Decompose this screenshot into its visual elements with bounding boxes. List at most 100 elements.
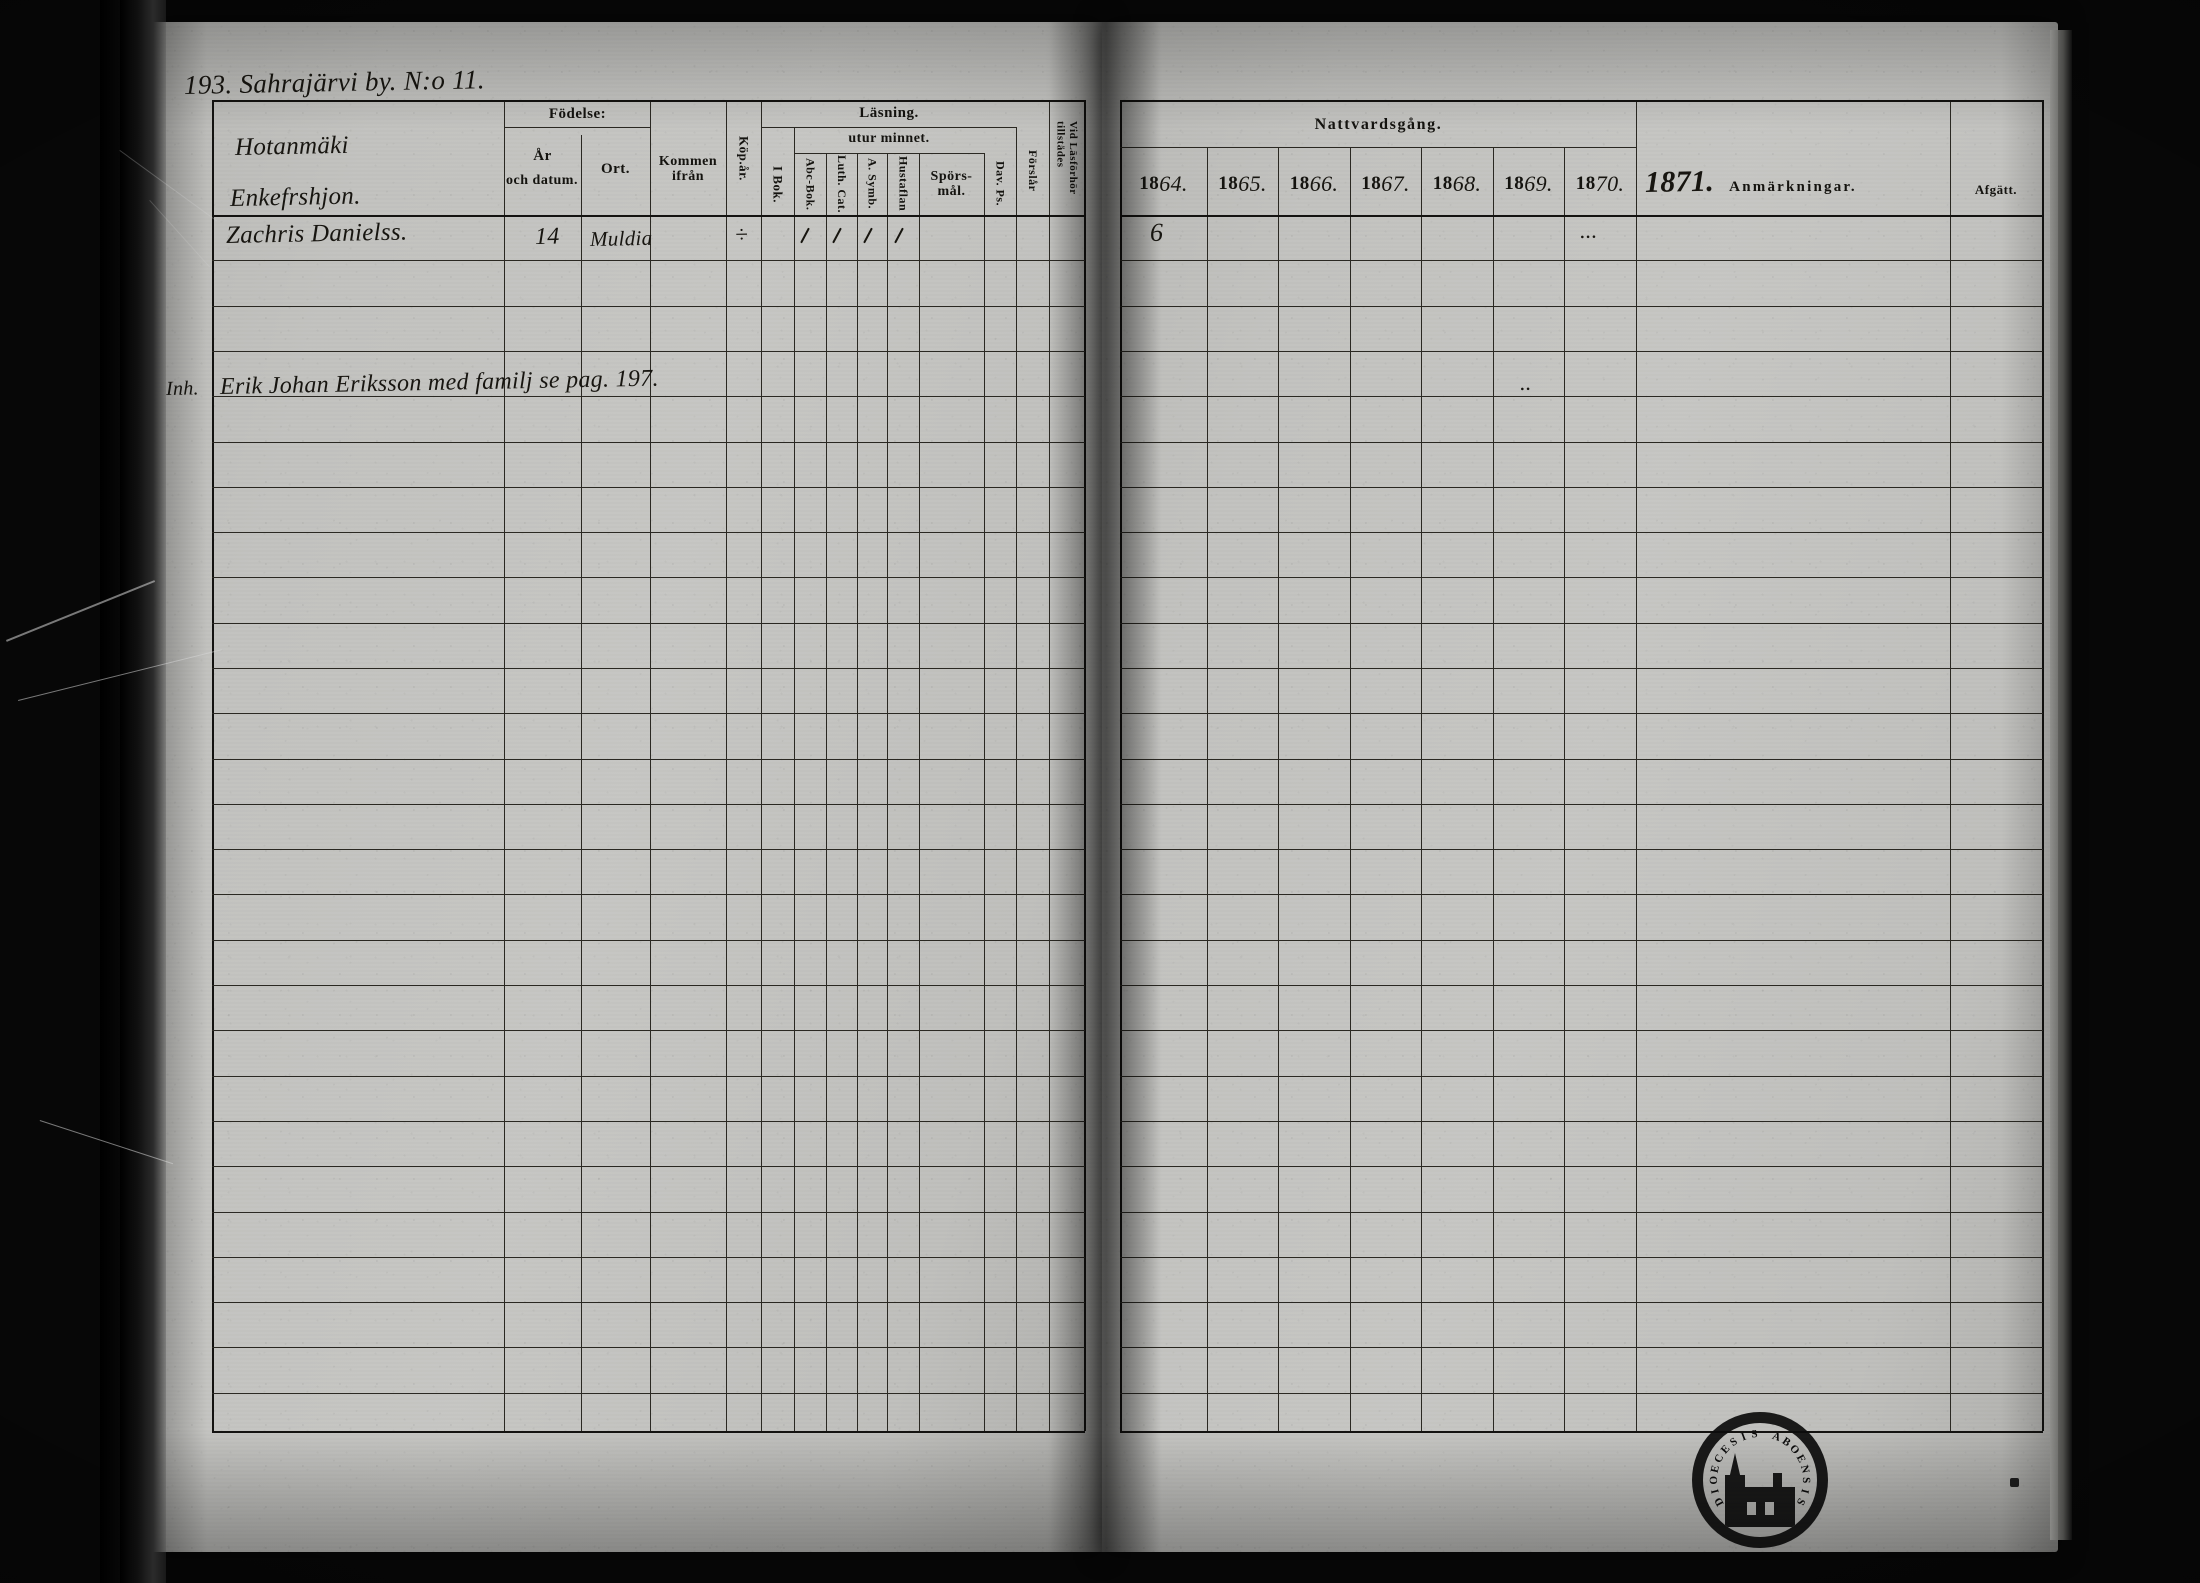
row-rule	[1120, 260, 2043, 261]
row-rule	[212, 396, 1085, 397]
communion-mark-1871-row1: ...	[1579, 217, 1598, 243]
row-rule	[212, 804, 1085, 805]
rule-v	[504, 100, 505, 1431]
row-rule	[1120, 1076, 2043, 1077]
year-prefix: 18	[1432, 173, 1453, 194]
archive-stamp-char: I	[1798, 1487, 1811, 1495]
header-utur-minnet: utur minnet.	[848, 131, 930, 146]
table-bottom-rule	[212, 1431, 1085, 1433]
row-rule	[1120, 623, 2043, 624]
header-sporsmal: Spörs- mål.	[919, 169, 984, 199]
year-digits: 64.	[1159, 171, 1188, 196]
row-rule	[1120, 759, 2043, 760]
row-rule	[1120, 1121, 2043, 1122]
archive-stamp-char: I	[1709, 1487, 1722, 1495]
stamp-church-chimney	[1773, 1473, 1782, 1491]
row-rule	[212, 1166, 1085, 1167]
row-rule	[1120, 1212, 2043, 1213]
open-book: 193. Sahrajärvi by. N:o 11. Hotanmäki En…	[150, 22, 2058, 1552]
rule-h	[794, 153, 984, 154]
year-cell-1866: 1866.	[1278, 169, 1350, 196]
tick-mark-hustaflan	[894, 227, 904, 244]
rule-v	[650, 100, 651, 1431]
row-rule	[212, 487, 1085, 488]
right-page: Nattvardsgång. Anmärkningar. Afgätt. 186…	[1102, 22, 2058, 1552]
paper-grain-right	[1102, 22, 2058, 1552]
entry-name: Zachris Danielss.	[225, 218, 408, 249]
header-fodelse-ar: År	[533, 148, 552, 164]
year-prefix: 18	[1575, 173, 1596, 194]
stamp-window	[1747, 1502, 1756, 1515]
row-rule	[212, 713, 1085, 714]
row-rule	[212, 1212, 1085, 1213]
archive-stamp-char: S	[1793, 1496, 1808, 1508]
row-rule	[1120, 396, 2043, 397]
entry-kop-ar-mark: ÷	[734, 221, 749, 247]
row-rule	[212, 668, 1085, 669]
header-afgatt: Afgätt.	[1974, 182, 2018, 197]
year-prefix: 18	[1361, 173, 1382, 194]
row-rule	[1120, 894, 2043, 895]
year-cell-1868: 1868.	[1421, 169, 1493, 196]
row-rule	[1120, 1030, 2043, 1031]
row-rule	[1120, 940, 2043, 941]
row-rule	[212, 442, 1085, 443]
year-prefix: 18	[1504, 173, 1525, 194]
year-digits: 68.	[1452, 171, 1482, 196]
header-kommen-ifran: Kommen ifrån	[658, 154, 718, 184]
binding-edge	[120, 0, 166, 1583]
row-rule	[212, 1302, 1085, 1303]
year-prefix: 18	[1289, 173, 1310, 194]
rule-v	[887, 153, 888, 1431]
page-vignette-left	[150, 22, 1102, 1552]
archive-stamp-char: S	[1799, 1477, 1813, 1484]
paper-grain-left	[150, 22, 1102, 1552]
rule-v	[726, 100, 727, 1431]
archive-stamp-char: D	[1712, 1495, 1727, 1508]
row-rule	[1120, 1347, 2043, 1348]
rule-v	[1421, 147, 1422, 1431]
rule-v	[2042, 100, 2044, 1431]
row-rule	[1120, 804, 2043, 805]
year-digits: 65.	[1238, 171, 1267, 196]
row-rule	[1120, 487, 2043, 488]
page-heading: 193. Sahrajärvi by. N:o 11.	[183, 64, 486, 100]
row-rule	[212, 351, 1085, 352]
year-prefix: 18	[1218, 173, 1239, 194]
stamp-church-tower	[1725, 1475, 1745, 1527]
rule-h	[504, 127, 651, 128]
year-prefix: 18	[1139, 173, 1160, 194]
row-rule	[212, 1347, 1085, 1348]
page-vignette-right	[1102, 22, 2058, 1552]
rule-v	[1564, 147, 1565, 1431]
table-bottom-rule	[1120, 1431, 2043, 1433]
row-rule	[212, 1121, 1085, 1122]
row-rule	[212, 1393, 1085, 1394]
header-luth-cat: Luth. Cat.	[835, 155, 849, 214]
rule-v	[1493, 147, 1494, 1431]
archive-stamp-char: S	[1727, 1435, 1740, 1449]
row-rule	[212, 1030, 1085, 1031]
row-rule	[212, 894, 1085, 895]
stamp-window	[1765, 1502, 1774, 1515]
header-kop-ar: Köp.år.	[736, 135, 752, 181]
rule-v	[1207, 147, 1208, 1431]
archive-stamp-char: N	[1797, 1463, 1812, 1475]
header-hustaflan: Hustaflan	[896, 156, 911, 212]
communion-mark-1864-row1: 6	[1149, 217, 1164, 247]
rule-v	[1950, 100, 1951, 1431]
year-digits: 69.	[1524, 171, 1553, 196]
row-rule	[212, 532, 1085, 533]
household-status: Enkefrshjon.	[229, 182, 361, 212]
row-rule	[1120, 215, 2043, 217]
row-rule	[1120, 1166, 2043, 1167]
header-fodelse-ort: Ort.	[600, 161, 631, 177]
year-cell-1870: 1870.	[1564, 169, 1636, 196]
archive-stamp-char: I	[1739, 1430, 1748, 1444]
header-vid-lasforhor: Vid Läsförhör tillstädes	[1049, 102, 1084, 214]
archive-stamp-char: E	[1708, 1464, 1722, 1475]
church-stamp-icon	[1717, 1453, 1803, 1527]
rule-v	[984, 153, 985, 1431]
